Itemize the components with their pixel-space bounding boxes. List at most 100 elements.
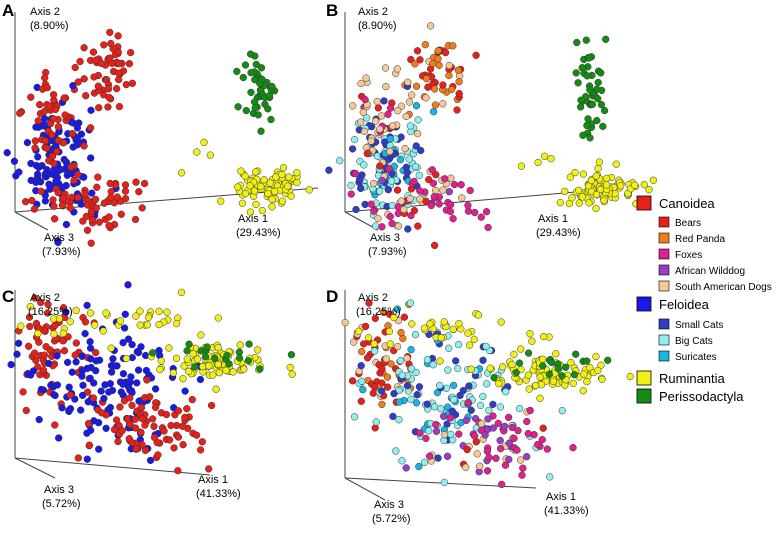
legend-label-bears: Bears [675, 218, 701, 229]
scatter-point [357, 184, 365, 193]
scatter-point [132, 312, 140, 320]
scatter-point [579, 387, 587, 395]
scatter-point [513, 446, 521, 454]
scatter-point [87, 106, 95, 114]
scatter-point [235, 354, 244, 362]
legend-label-big-cats: Big Cats [675, 336, 713, 347]
scatter-point [23, 138, 32, 147]
scatter-point [357, 362, 365, 370]
scatter-point [74, 78, 82, 86]
scatter-point [465, 382, 473, 390]
scatter-point [436, 381, 444, 390]
scatter-point [104, 85, 113, 93]
scatter-point [185, 367, 193, 375]
axis3-pct: (5.72%) [372, 513, 411, 525]
scatter-point [395, 398, 404, 406]
scatter-point [138, 441, 146, 449]
scatter-point [415, 171, 423, 180]
scatter-point [197, 331, 205, 339]
scatter-point [50, 215, 59, 223]
scatter-point [46, 102, 54, 110]
scatter-point [547, 155, 555, 163]
scatter-point [114, 69, 123, 77]
scatter-point [514, 426, 522, 435]
scatter-point [455, 430, 463, 438]
scatter-point [384, 186, 392, 194]
scatter-point [528, 337, 536, 345]
scatter-point [476, 462, 484, 470]
scatter-point [137, 403, 146, 412]
scatter-point [137, 428, 145, 437]
scatter-point [362, 74, 370, 82]
scatter-point [578, 193, 586, 201]
scatter-point [569, 379, 577, 388]
scatter-point [407, 211, 415, 220]
scatter-point [179, 375, 187, 383]
scatter-point [404, 225, 412, 233]
scatter-point [402, 464, 410, 472]
scatter-point [350, 135, 359, 144]
scatter-point [83, 226, 92, 234]
scatter-point [583, 378, 591, 386]
scatter-point [587, 176, 596, 185]
scatter-point [192, 431, 201, 439]
scatter-point [434, 454, 442, 462]
scatter-point [558, 372, 566, 380]
scatter-point [455, 89, 463, 98]
axis2-label: Axis 2 [30, 292, 60, 304]
scatter-point [477, 420, 486, 428]
scatter-point [385, 165, 393, 173]
scatter-point [22, 406, 30, 415]
scatter-point [355, 327, 363, 335]
scatter-point [576, 103, 585, 111]
scatter-point [455, 78, 463, 86]
scatter-point [435, 61, 443, 69]
scatter-point [225, 360, 233, 368]
scatter-point [336, 157, 344, 165]
scatter-point [505, 439, 513, 447]
scatter-point [362, 114, 371, 122]
scatter-point [600, 196, 608, 204]
scatter-point [193, 148, 201, 156]
scatter-point [394, 107, 402, 115]
scatter-point [93, 183, 101, 191]
scatter-point [286, 363, 294, 372]
scatter-point [83, 301, 91, 310]
scatter-point [449, 325, 457, 333]
scatter-point [246, 208, 255, 216]
scatter-point [45, 156, 53, 165]
scatter-point [523, 453, 531, 461]
scatter-point [86, 344, 95, 352]
scatter-point [499, 363, 507, 371]
scatter-point [556, 198, 565, 207]
scatter-point [525, 385, 533, 393]
scatter-point [393, 65, 401, 73]
scatter-point [119, 339, 127, 347]
scatter-point [594, 164, 602, 173]
scatter-point [496, 436, 504, 445]
scatter-point [278, 170, 286, 179]
scatter-point [357, 118, 365, 126]
scatter-point [13, 350, 21, 358]
scatter-point [502, 388, 510, 396]
scatter-point [150, 422, 158, 431]
scatter-point [434, 55, 442, 63]
scatter-point [497, 318, 505, 326]
scatter-point [431, 403, 439, 411]
scatter-point [305, 186, 313, 194]
scatter-point [462, 416, 471, 425]
scatter-point [554, 365, 563, 373]
scatter-point [14, 339, 23, 347]
scatter-point [356, 175, 364, 183]
scatter-point [122, 354, 131, 363]
scatter-point [429, 59, 437, 68]
scatter-point [107, 193, 115, 202]
scatter-point [518, 471, 526, 479]
scatter-point [66, 391, 74, 399]
scatter-point [425, 452, 434, 460]
scatter-point [640, 181, 648, 189]
scatter-point [347, 181, 355, 190]
scatter-point [376, 125, 384, 133]
scatter-point [19, 388, 27, 396]
scatter-point [600, 106, 609, 115]
